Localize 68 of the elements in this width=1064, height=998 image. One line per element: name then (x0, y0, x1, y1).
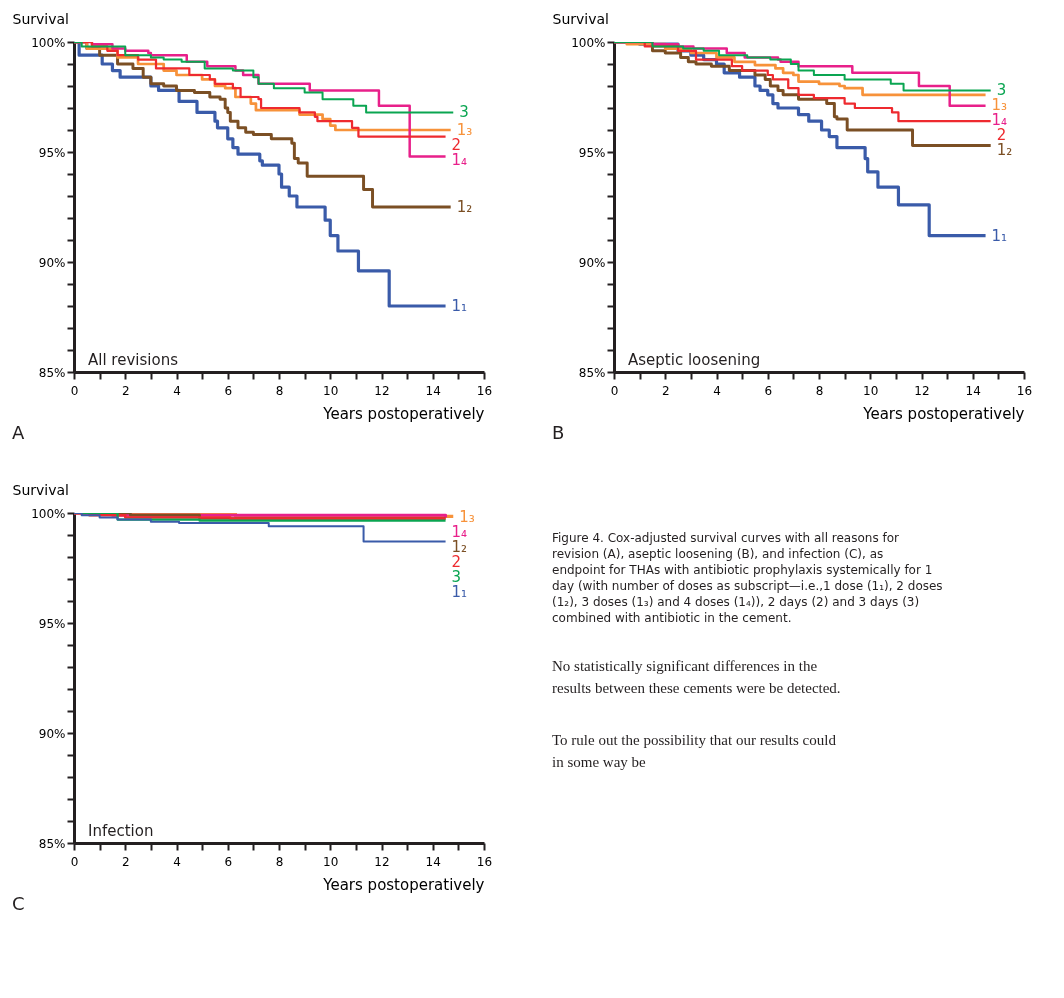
y-tick-label: 95% (578, 145, 606, 160)
y-axis-title: Survival (12, 481, 69, 498)
series-label: 1₂ (456, 198, 473, 216)
series-label: 2 (451, 136, 462, 154)
y-axis-title: Survival (552, 10, 609, 27)
x-tick-label: 10 (323, 383, 339, 398)
x-tick-label: 4 (173, 854, 181, 869)
series-label: 1₃ (459, 508, 475, 526)
x-tick-label: 8 (815, 383, 824, 398)
x-tick-label: 0 (70, 854, 79, 869)
series-label: 1₃ (456, 121, 473, 139)
x-tick-label: 0 (70, 383, 79, 398)
series-label: 1₂ (451, 538, 468, 556)
x-tick-label: 2 (121, 854, 130, 869)
x-tick-label: 6 (224, 854, 233, 869)
annotation: Aseptic loosening (628, 351, 761, 369)
x-tick-label: 12 (914, 383, 930, 398)
x-tick-label: 6 (764, 383, 773, 398)
caption: Figure 4. Cox-adjusted survival curves with all reasons for revision (A), aseptic loosening (B), and infection (C), as endpoint for THAs with antibiotic prophylaxis systemically for 1 day (with number of doses as subscript—i.e.,1 dose (1₁), 2 doses (1₂), 3 doses (1₃) and 4 doses (1₄)), 2 days (2) and 3 days (3) combined with antibiotic in the cement. (552, 531, 943, 625)
text: C (12, 893, 25, 914)
x-axis-title: Years postoperatively (322, 404, 485, 423)
x-tick-label: 14 (425, 854, 441, 869)
x-tick-label: 8 (275, 383, 284, 398)
x-tick-label: 2 (121, 383, 130, 398)
y-tick-label: 90% (38, 726, 66, 741)
y-tick-label: 85% (38, 365, 66, 380)
series-label: 1₁ (991, 226, 1008, 245)
text: 1₁ (451, 583, 468, 601)
series-label: 1₁ (451, 297, 468, 315)
x-tick-label: 12 (374, 854, 390, 869)
y-tick-label: 100% (31, 35, 66, 50)
x-axis-title: Years postoperatively (862, 404, 1025, 423)
x-tick-label: 4 (713, 383, 721, 398)
text: 2 (451, 553, 462, 571)
x-tick-label: 14 (965, 383, 981, 398)
x-tick-label: 8 (275, 854, 284, 869)
series-label: 1₂ (996, 141, 1013, 160)
y-tick-label: 95% (38, 145, 66, 160)
x-tick-label: 12 (374, 383, 390, 398)
text: No statistically significant differences in the results between these cements were be detected. (552, 658, 841, 696)
x-tick-label: 14 (425, 383, 441, 398)
x-tick-label: 2 (661, 383, 670, 398)
x-tick-label: 10 (863, 383, 879, 398)
y-tick-label: 95% (38, 616, 66, 631)
annotation: All revisions (88, 351, 179, 369)
y-tick-label: 100% (31, 506, 66, 521)
x-tick-label: 16 (1016, 383, 1033, 398)
series-label: 1₄ (451, 523, 468, 541)
x-tick-label: 16 (476, 383, 493, 398)
text: A (12, 422, 25, 443)
y-tick-label: 90% (38, 255, 66, 270)
y-tick-label: 100% (571, 35, 606, 50)
series-label: 1₄ (451, 151, 468, 169)
x-tick-label: 6 (224, 383, 233, 398)
text: 3 (451, 568, 462, 586)
y-tick-label: 85% (38, 836, 66, 851)
x-tick-label: 10 (323, 854, 339, 869)
x-tick-label: 4 (173, 383, 181, 398)
x-axis-title: Years postoperatively (322, 875, 485, 894)
series-label: 3 (459, 103, 469, 122)
text: To rule out the possibility that our results could in some way be (552, 732, 837, 770)
x-tick-label: 16 (476, 854, 493, 869)
y-tick-label: 85% (578, 365, 606, 380)
y-tick-label: 90% (578, 255, 606, 270)
annotation: Infection (88, 822, 154, 840)
text: B (552, 422, 565, 443)
x-tick-label: 0 (610, 383, 619, 398)
y-axis-title: Survival (12, 10, 69, 27)
